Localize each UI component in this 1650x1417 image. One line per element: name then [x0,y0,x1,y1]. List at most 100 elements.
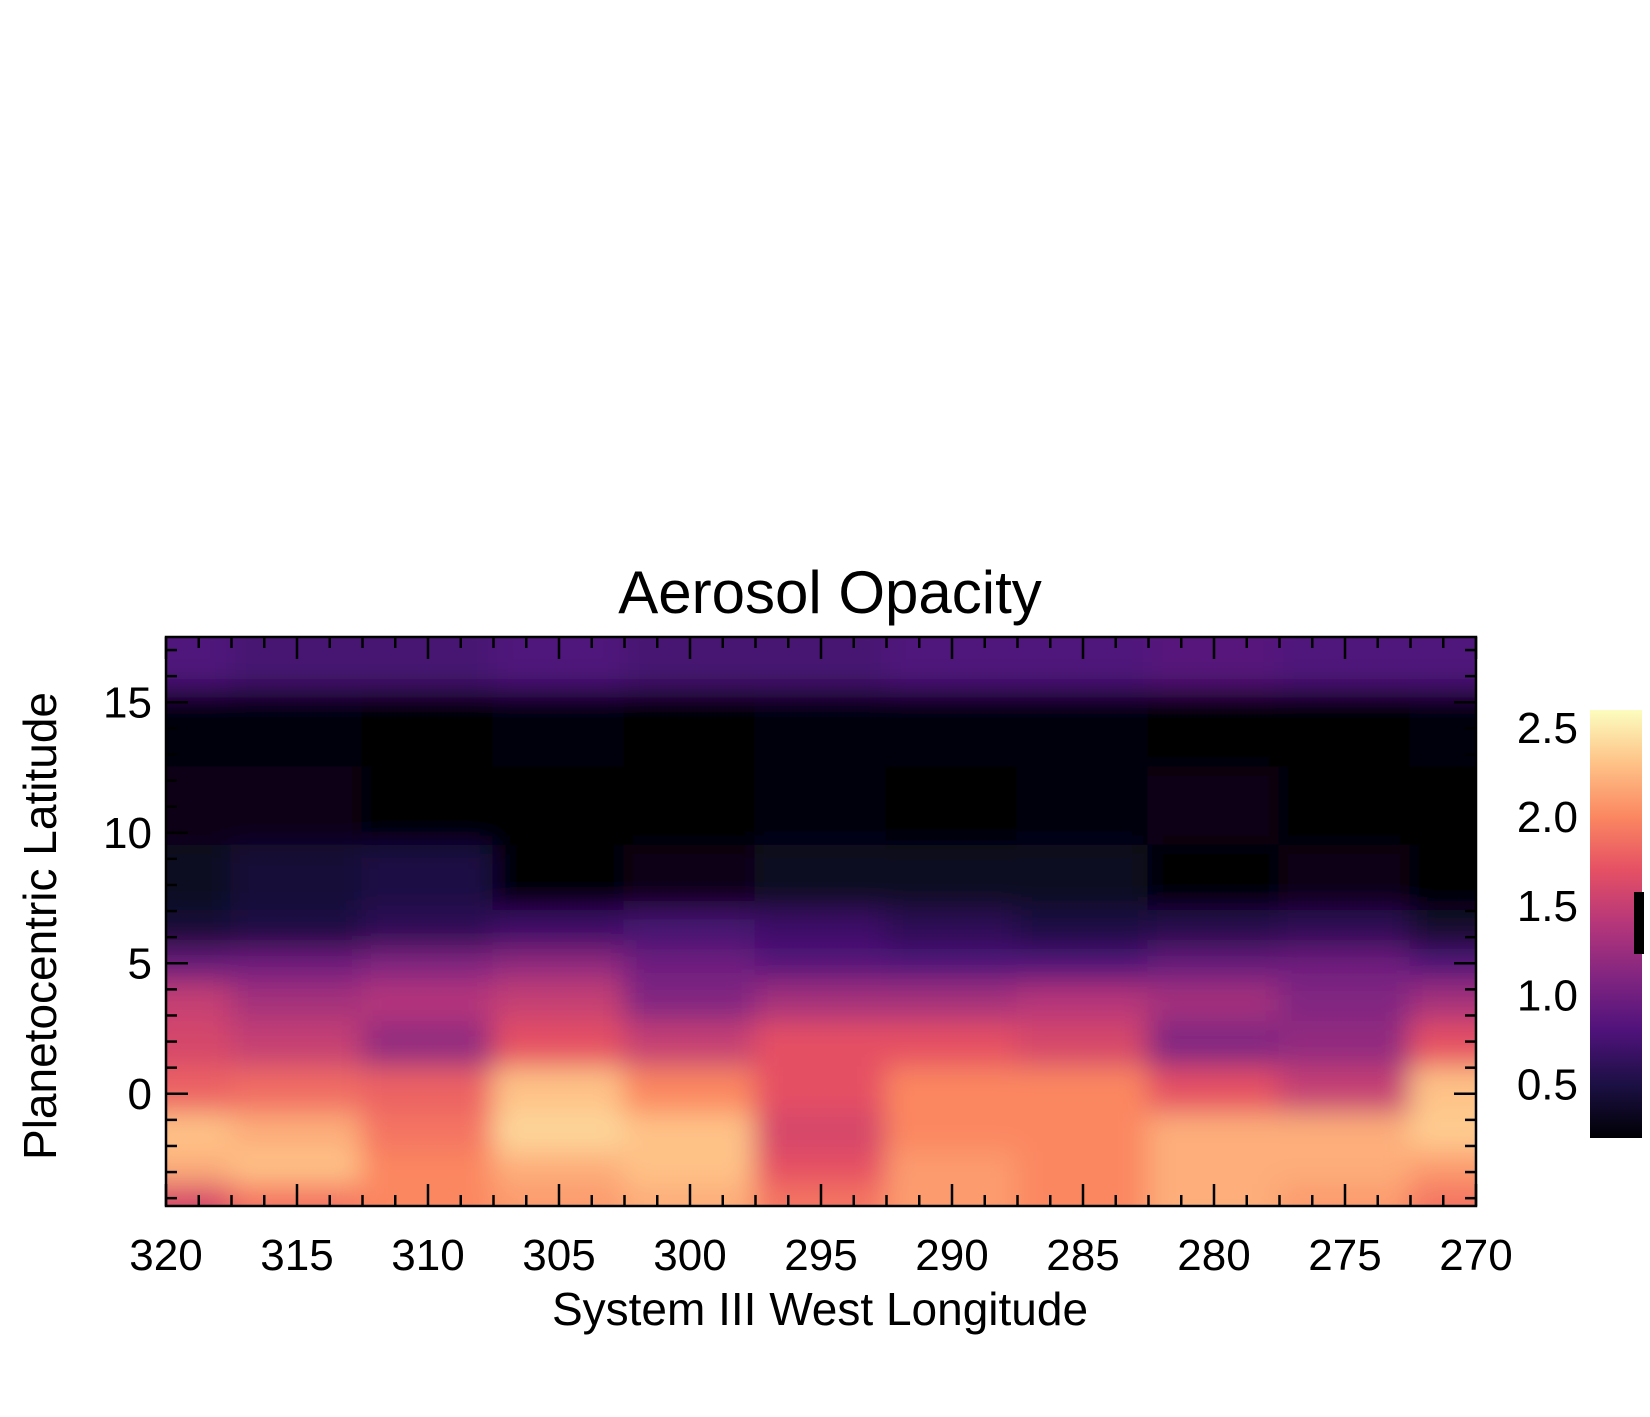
heatmap-cell [166,949,233,984]
x-tick-label: 300 [653,1231,726,1280]
heatmap-cell [1409,910,1476,952]
colorbar-tick-label: 2.5 [1517,704,1578,753]
heatmap-cell [1016,1151,1150,1187]
x-tick-label: 290 [915,1231,988,1280]
heatmap-cell [1147,688,1281,769]
heatmap-cell [492,1151,626,1187]
heatmap-cell [166,1020,233,1069]
x-tick-label: 295 [784,1231,857,1280]
heatmap-cell [885,844,1019,913]
heatmap-cell [885,949,1019,984]
heatmap-cell [1147,1151,1281,1187]
heatmap-cell [623,688,757,769]
heatmap-cell [230,688,364,769]
heatmap-cell [623,844,757,913]
y-axis-ticks [166,648,1476,1200]
heatmap-cell [885,1020,1019,1069]
heatmap [166,637,1476,1206]
heatmap-cell [1016,1066,1150,1115]
heatmap-cell [1147,949,1281,984]
heatmap-cell [230,1151,364,1187]
heatmap-cell [492,1020,626,1069]
heatmap-cell [230,844,364,913]
heatmap-cell [885,1112,1019,1154]
heatmap-cell [1147,766,1281,847]
heatmap-cell [754,1066,888,1115]
heatmap-cell [166,981,233,1023]
x-tick-label: 275 [1308,1231,1381,1280]
heatmap-cell [623,1020,757,1069]
heatmap-cell [166,1112,233,1154]
heatmap-cell [1016,981,1150,1023]
x-tick-label: 280 [1177,1231,1250,1280]
heatmap-cell [1278,910,1412,952]
heatmap-cell [1016,844,1150,913]
colorbar [1590,710,1642,1138]
heatmap-cell [230,1020,364,1069]
heatmap-cell [492,1112,626,1154]
heatmap-cell [492,981,626,1023]
heatmap-cell [1147,1020,1281,1069]
heatmap-cell [1016,1112,1150,1154]
heatmap-cell [1016,949,1150,984]
heatmap-cell [230,766,364,847]
heatmap-cell [1409,981,1476,1023]
y-axis-label: Planetocentric Latitude [14,692,66,1160]
heatmap-cell [230,910,364,952]
heatmap-cell [1016,910,1150,952]
heatmap-cell [1409,1020,1476,1069]
heatmap-cell [754,981,888,1023]
y-tick-label: 15 [103,678,152,727]
heatmap-cell [623,910,757,952]
heatmap-cell [1278,766,1412,847]
x-tick-label: 305 [522,1231,595,1280]
heatmap-cell [492,910,626,952]
heatmap-cell [1278,949,1412,984]
heatmap-cell [1409,844,1476,913]
x-tick-label: 320 [129,1231,202,1280]
heatmap-cell [885,766,1019,847]
colorbar-tick-label: 0.5 [1517,1061,1578,1110]
heatmap-cell [492,688,626,769]
colorbar-tick-labels: 0.5 1.0 1.5 2.0 2.5 [1517,704,1578,1110]
heatmap-cell [754,844,888,913]
heatmap-cell [361,844,495,913]
colorbar-tick-label: 2.0 [1517,793,1578,842]
heatmap-cell [754,910,888,952]
colorbar-tick-label: 1.5 [1517,882,1578,931]
heatmap-cell [1409,1112,1476,1154]
heatmap-cell [1278,688,1412,769]
x-tick-label: 310 [391,1231,464,1280]
heatmap-cell [1409,1184,1476,1206]
heatmap-cell [361,688,495,769]
heatmap-cell [1147,910,1281,952]
heatmap-cell [166,688,233,769]
heatmap-cell [230,1066,364,1115]
heatmap-cell [492,766,626,847]
heatmap-cell [1278,1112,1412,1154]
heatmap-cell [361,1066,495,1115]
x-axis-label: System III West Longitude [552,1283,1088,1335]
heatmap-cell [1278,1020,1412,1069]
x-tick-label: 285 [1046,1231,1119,1280]
chart-title: Aerosol Opacity [618,559,1042,626]
heatmap-cell [1409,637,1476,691]
heatmap-cell [623,981,757,1023]
heatmap-cell [361,910,495,952]
heatmap-cell [166,910,233,952]
heatmap-cell [166,844,233,913]
heatmap-cell [1016,766,1150,847]
heatmap-cell [754,688,888,769]
y-tick-label: 5 [128,939,152,988]
heatmap-cell [166,1066,233,1115]
heatmap-cell [1016,688,1150,769]
heatmap-cell [623,766,757,847]
heatmap-cell [1016,1020,1150,1069]
heatmap-cell [492,844,626,913]
heatmap-cell [361,1020,495,1069]
heatmap-cell [623,1151,757,1187]
heatmap-cell [166,1151,233,1187]
heatmap-cell [361,1112,495,1154]
heatmap-cell [754,949,888,984]
